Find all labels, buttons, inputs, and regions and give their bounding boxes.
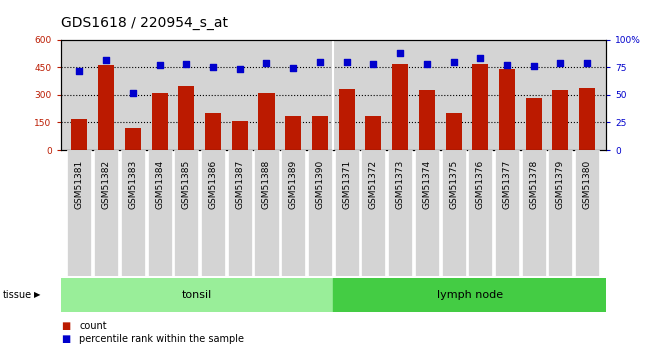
- Point: [234, 67, 245, 72]
- Bar: [366, 116, 381, 150]
- Text: GSM51386: GSM51386: [209, 160, 218, 209]
- Text: GSM51378: GSM51378: [529, 160, 538, 209]
- Text: ■: ■: [61, 321, 70, 331]
- Bar: [67, 150, 92, 276]
- Bar: [468, 150, 492, 276]
- Text: GSM51373: GSM51373: [395, 160, 405, 209]
- Text: tonsil: tonsil: [182, 290, 212, 300]
- Text: GSM51389: GSM51389: [288, 160, 298, 209]
- Text: GDS1618 / 220954_s_at: GDS1618 / 220954_s_at: [61, 16, 228, 30]
- Bar: [575, 150, 599, 276]
- Text: GSM51390: GSM51390: [315, 160, 325, 209]
- Bar: [442, 150, 465, 276]
- Bar: [308, 150, 332, 276]
- Text: ■: ■: [61, 334, 70, 344]
- Bar: [388, 150, 412, 276]
- Bar: [335, 150, 358, 276]
- Bar: [178, 86, 194, 150]
- Point: [368, 61, 379, 67]
- Text: GSM51387: GSM51387: [235, 160, 244, 209]
- Bar: [228, 150, 252, 276]
- Text: GSM51372: GSM51372: [369, 160, 378, 209]
- Point: [181, 61, 191, 67]
- Bar: [414, 150, 439, 276]
- Point: [502, 62, 512, 68]
- Bar: [419, 90, 435, 150]
- Text: GSM51371: GSM51371: [342, 160, 351, 209]
- Point: [288, 66, 298, 71]
- Bar: [255, 150, 279, 276]
- Point: [101, 57, 112, 62]
- Bar: [362, 150, 385, 276]
- Bar: [71, 119, 87, 150]
- Bar: [312, 116, 328, 150]
- Bar: [495, 150, 519, 276]
- Point: [555, 60, 566, 66]
- Text: GSM51379: GSM51379: [556, 160, 565, 209]
- Bar: [548, 150, 572, 276]
- Bar: [339, 89, 354, 150]
- Text: GSM51374: GSM51374: [422, 160, 432, 209]
- Bar: [446, 113, 461, 150]
- Text: GSM51377: GSM51377: [502, 160, 512, 209]
- Bar: [499, 69, 515, 150]
- Text: ▶: ▶: [34, 290, 41, 299]
- Point: [261, 60, 272, 66]
- Text: count: count: [79, 321, 107, 331]
- Text: tissue: tissue: [3, 290, 32, 300]
- Point: [154, 62, 165, 68]
- Bar: [333, 278, 606, 312]
- Point: [127, 90, 138, 96]
- Bar: [281, 150, 305, 276]
- Text: GSM51375: GSM51375: [449, 160, 458, 209]
- Bar: [125, 128, 141, 150]
- Bar: [205, 113, 221, 150]
- Point: [448, 59, 459, 65]
- Text: lymph node: lymph node: [436, 290, 503, 300]
- Bar: [285, 116, 301, 150]
- Bar: [521, 150, 546, 276]
- Bar: [526, 98, 542, 150]
- Text: GSM51376: GSM51376: [476, 160, 485, 209]
- Point: [475, 56, 486, 61]
- Bar: [61, 278, 333, 312]
- Text: GSM51382: GSM51382: [102, 160, 111, 209]
- Text: GSM51385: GSM51385: [182, 160, 191, 209]
- Bar: [259, 93, 275, 150]
- Bar: [174, 150, 199, 276]
- Bar: [94, 150, 118, 276]
- Bar: [579, 88, 595, 150]
- Text: percentile rank within the sample: percentile rank within the sample: [79, 334, 244, 344]
- Bar: [552, 90, 568, 150]
- Bar: [473, 63, 488, 150]
- Point: [529, 63, 539, 69]
- Text: GSM51381: GSM51381: [75, 160, 84, 209]
- Bar: [201, 150, 225, 276]
- Bar: [148, 150, 172, 276]
- Point: [74, 68, 84, 73]
- Point: [422, 61, 432, 67]
- Bar: [232, 121, 248, 150]
- Text: GSM51383: GSM51383: [129, 160, 137, 209]
- Point: [341, 59, 352, 65]
- Text: GSM51380: GSM51380: [583, 160, 591, 209]
- Bar: [392, 63, 408, 150]
- Text: GSM51384: GSM51384: [155, 160, 164, 209]
- Text: GSM51388: GSM51388: [262, 160, 271, 209]
- Bar: [121, 150, 145, 276]
- Point: [582, 60, 593, 66]
- Bar: [98, 66, 114, 150]
- Bar: [152, 93, 168, 150]
- Point: [208, 65, 218, 70]
- Point: [315, 59, 325, 65]
- Point: [395, 50, 405, 56]
